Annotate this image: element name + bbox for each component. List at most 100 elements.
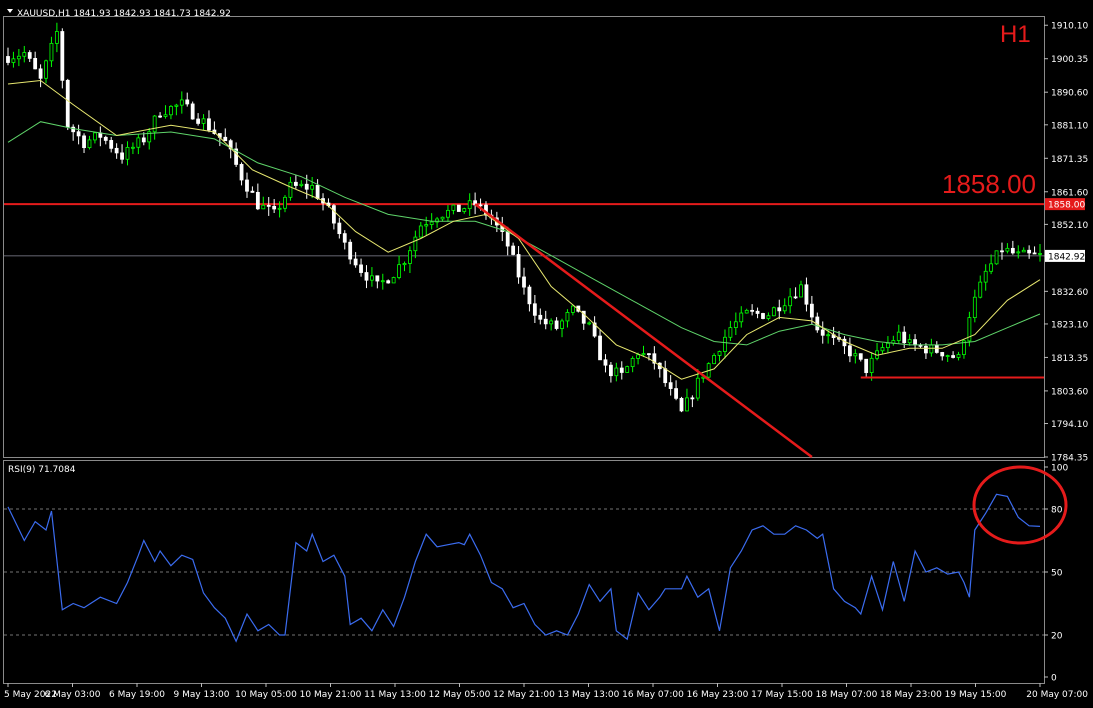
candle-body — [728, 327, 733, 338]
candle-body — [695, 377, 700, 399]
symbol-header: XAUUSD,H1 1841.93 1842.93 1841.73 1842.9… — [17, 9, 231, 19]
price-tick-label: 1852.10 — [1051, 221, 1088, 231]
candle-body — [359, 264, 363, 273]
candle-body — [1038, 253, 1042, 255]
candle-body — [940, 352, 945, 357]
candle-body — [641, 353, 646, 356]
candle-body — [929, 344, 934, 354]
candle-body — [299, 183, 304, 186]
candle-body — [565, 312, 570, 322]
candle-body — [603, 359, 608, 366]
candle-body — [413, 236, 418, 252]
candle-body — [549, 320, 554, 325]
candle-body — [581, 310, 586, 324]
candle-body — [228, 140, 233, 150]
candle-body — [679, 397, 684, 412]
candle-body — [858, 353, 863, 360]
time-tick-label: 13 May 13:00 — [558, 690, 620, 700]
candle-body — [283, 196, 287, 209]
candle-body — [614, 367, 619, 377]
time-tick-label: 11 May 13:00 — [364, 690, 426, 700]
price-tick-label: 1910.10 — [1051, 22, 1088, 32]
candle-body — [994, 250, 999, 265]
candle-body — [391, 277, 396, 284]
candle-body — [315, 184, 320, 199]
candle-body — [304, 183, 309, 190]
candle-body — [353, 258, 358, 266]
candle-body — [272, 205, 277, 210]
candle-body — [527, 286, 532, 305]
price-pane[interactable] — [4, 22, 1044, 458]
current-price-tag — [1045, 249, 1085, 262]
price-tick-label: 1813.35 — [1051, 354, 1088, 364]
price-tick-label: 1823.10 — [1051, 320, 1088, 330]
candle-body — [435, 218, 439, 223]
candle-body — [674, 388, 678, 399]
time-tick-label: 6 May 19:00 — [109, 690, 165, 700]
candle-body — [516, 254, 521, 278]
candle-body — [896, 331, 901, 341]
candle-body — [820, 329, 825, 336]
candle-body — [174, 104, 179, 107]
candle-body — [690, 397, 695, 400]
candle-body — [853, 353, 858, 357]
candle-body — [1027, 249, 1032, 254]
candle-body — [766, 315, 771, 319]
candle-body — [685, 397, 689, 412]
rsi-pane[interactable] — [4, 493, 1044, 643]
candle-body — [945, 355, 950, 357]
candle-body — [429, 221, 434, 225]
candle-body — [402, 263, 407, 266]
time-tick-label: 16 May 07:00 — [622, 690, 684, 700]
candle-body — [125, 147, 130, 160]
candle-body — [1032, 252, 1037, 255]
time-tick-label: 18 May 23:00 — [880, 690, 942, 700]
candle-body — [962, 340, 966, 355]
symbol-menu-icon[interactable] — [7, 9, 13, 13]
candle-body — [114, 147, 119, 154]
candle-body — [277, 207, 282, 210]
candle-body — [120, 152, 124, 160]
candle-body — [109, 140, 114, 149]
candle-body — [93, 132, 97, 141]
candle-body — [554, 320, 559, 329]
candle-body — [424, 224, 429, 227]
ma-slow-line — [7, 121, 1041, 346]
candle-body — [131, 146, 135, 149]
candle-body — [793, 296, 798, 299]
rsi-tick-label: 0 — [1051, 674, 1057, 684]
candle-body — [364, 272, 369, 281]
rsi-tick-label: 80 — [1051, 506, 1063, 516]
candle-body — [907, 339, 912, 344]
candle-body — [652, 353, 657, 364]
candle-body — [386, 280, 391, 284]
candle-body — [636, 354, 640, 359]
candle-body — [33, 58, 38, 70]
time-tick-label: 17 May 15:00 — [751, 690, 813, 700]
time-tick-label: 9 May 13:00 — [174, 690, 230, 700]
candle-body — [163, 114, 168, 117]
candle-body — [592, 322, 597, 337]
candle-body — [310, 184, 315, 190]
candle-body — [587, 322, 592, 325]
candle-body — [27, 52, 32, 59]
candle-body — [451, 204, 456, 211]
candle-body — [446, 209, 450, 218]
candle-body — [788, 296, 793, 307]
candle-body — [880, 347, 885, 352]
candle-body — [76, 131, 81, 137]
candle-body — [647, 353, 651, 356]
price-pane-frame — [3, 16, 1045, 458]
price-tick-label: 1861.60 — [1051, 188, 1088, 198]
candle-body — [49, 42, 54, 62]
time-tick-label: 19 May 15:00 — [945, 690, 1007, 700]
candle-body — [739, 312, 744, 323]
candle-body — [418, 225, 423, 238]
time-tick-label: 16 May 23:00 — [687, 690, 749, 700]
price-tick-label: 1832.60 — [1051, 288, 1088, 298]
candle-body — [886, 342, 890, 348]
candle-body — [65, 79, 70, 128]
level-price-tag — [1045, 198, 1085, 211]
rsi-tick-label: 50 — [1051, 569, 1063, 579]
price-tick-label: 1871.35 — [1051, 155, 1088, 165]
